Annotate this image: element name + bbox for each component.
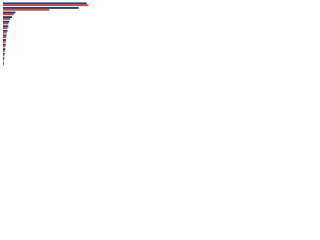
chart <box>0 0 100 71</box>
bar <box>3 48 6 50</box>
bar <box>3 40 6 43</box>
bar <box>3 57 5 60</box>
bar <box>3 59 4 61</box>
bar <box>3 54 5 57</box>
bar <box>3 22 9 25</box>
bar <box>3 2 87 5</box>
bar <box>3 4 89 7</box>
bar <box>3 61 4 64</box>
bar <box>3 50 5 52</box>
background <box>0 0 100 71</box>
bar <box>3 63 4 66</box>
bar <box>3 7 79 9</box>
bar <box>3 52 5 55</box>
bar <box>3 20 10 23</box>
page: (() => { const data = JSON.parse(documen… <box>0 0 320 71</box>
bar <box>3 45 6 48</box>
bar <box>3 34 7 37</box>
bar <box>3 27 8 29</box>
bar <box>3 18 11 20</box>
bar <box>3 8 50 11</box>
bar <box>3 16 12 18</box>
bar <box>3 13 14 16</box>
bar <box>3 36 7 39</box>
bar <box>3 43 6 46</box>
bar <box>3 29 8 32</box>
bar <box>3 39 7 41</box>
bar <box>3 25 9 28</box>
bar <box>3 11 16 14</box>
bar <box>3 31 7 34</box>
